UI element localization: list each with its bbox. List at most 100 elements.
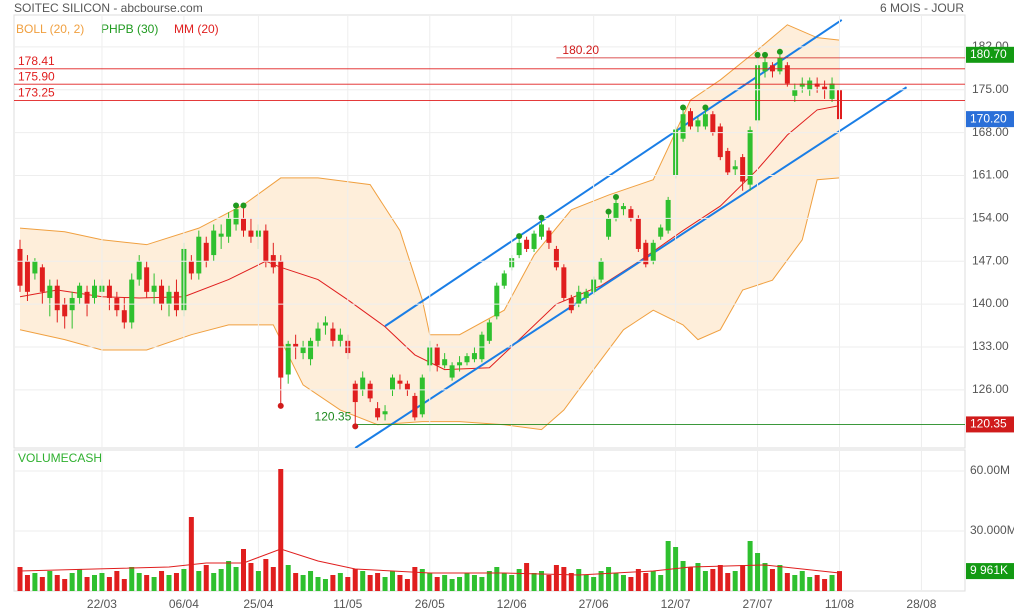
volume-bar xyxy=(32,573,38,591)
volume-bar xyxy=(382,577,388,591)
candle-body xyxy=(620,206,626,210)
candle-body xyxy=(643,242,649,265)
y-tick-label: 30.000M xyxy=(970,523,1014,537)
x-tick-label: 27/07 xyxy=(743,597,773,611)
level-label: 120.35 xyxy=(315,410,352,424)
price-tag xyxy=(966,46,1014,63)
candle-body xyxy=(471,353,477,360)
candle-body xyxy=(390,377,395,390)
candle-body xyxy=(278,261,284,378)
volume-bar xyxy=(144,575,150,591)
candle-body xyxy=(39,267,45,292)
price-tag-label: 9 961K xyxy=(970,563,1008,577)
candle-body xyxy=(635,218,641,249)
volume-bar xyxy=(226,561,232,591)
phpb-high xyxy=(776,48,783,55)
candle-body xyxy=(561,267,567,298)
volume-bar xyxy=(84,577,90,591)
chart-title: SOITEC SILICON - abcbourse.com xyxy=(14,1,203,15)
x-tick-label: 26/05 xyxy=(415,597,445,611)
candle-body xyxy=(613,203,619,219)
candle-body xyxy=(337,334,343,341)
volume-bar xyxy=(419,569,425,591)
y-tick-label: 60.00M xyxy=(970,463,1010,477)
volume-bar xyxy=(635,569,641,591)
phpb-high xyxy=(233,202,240,209)
candle-body xyxy=(486,322,492,341)
volume-bar xyxy=(47,571,53,591)
volume-bar xyxy=(777,565,783,591)
candle-body xyxy=(658,227,664,237)
level-label: 175.90 xyxy=(18,69,55,83)
volume-bar xyxy=(829,575,835,591)
volume-title: VOLUMECASH xyxy=(18,451,102,465)
y-tick-label: 168.00 xyxy=(972,125,1009,139)
volume-bar xyxy=(308,571,314,591)
volume-bar xyxy=(665,541,671,591)
volume-bar xyxy=(725,573,731,591)
volume-bar xyxy=(241,549,246,591)
level-label: 173.25 xyxy=(18,86,55,100)
candle-body xyxy=(665,199,671,231)
candle-body xyxy=(814,83,820,87)
volume-bar xyxy=(151,577,157,591)
volume-bar xyxy=(539,571,544,591)
y-tick-label: 175.00 xyxy=(972,82,1009,96)
legend-boll: BOLL (20, 2) xyxy=(16,22,84,36)
volume-bar xyxy=(136,573,142,591)
trend-line xyxy=(354,86,908,448)
volume-bar xyxy=(248,563,254,591)
volume-bar xyxy=(620,575,626,591)
candle-body xyxy=(129,279,135,323)
level-label: 178.41 xyxy=(18,54,55,68)
x-tick-label: 06/04 xyxy=(169,597,199,611)
volume-bar xyxy=(814,575,820,591)
y-tick-label: 133.00 xyxy=(972,339,1009,353)
candle-body xyxy=(442,359,448,366)
candle-body xyxy=(807,80,813,90)
candle-body xyxy=(308,340,314,360)
volume-bar xyxy=(695,563,701,591)
candle-body xyxy=(24,261,30,292)
level-label: 180.20 xyxy=(562,43,599,57)
volume-bar xyxy=(77,569,83,591)
volume-bar xyxy=(92,575,97,591)
phpb-high xyxy=(613,193,619,200)
volume-bar xyxy=(606,567,612,591)
volume-bar xyxy=(568,573,574,591)
candle-body xyxy=(449,365,455,378)
phpb-high xyxy=(754,51,761,58)
candle-body xyxy=(144,267,150,292)
candle-body xyxy=(84,291,90,305)
volume-bar xyxy=(24,575,30,591)
price-tag-label: 180.70 xyxy=(970,47,1007,61)
volume-bar xyxy=(531,573,537,591)
volume-bar xyxy=(807,577,813,591)
y-tick-label: 126.00 xyxy=(972,382,1009,396)
candle-body xyxy=(166,291,172,305)
y-tick-label: 154.00 xyxy=(972,211,1009,225)
volume-bar xyxy=(352,569,358,591)
candle-body xyxy=(524,239,530,249)
candle-body xyxy=(233,209,239,225)
phpb-high xyxy=(762,51,768,58)
candle-body xyxy=(382,411,388,415)
candle-body xyxy=(680,114,686,139)
x-tick-label: 22/03 xyxy=(87,597,117,611)
candle-body xyxy=(54,285,60,311)
volume-bar xyxy=(591,577,597,591)
volume-bar xyxy=(114,571,120,591)
volume-bar xyxy=(449,579,455,591)
candle-body xyxy=(360,377,366,390)
y-tick-label: 147.00 xyxy=(972,253,1009,267)
volume-bar xyxy=(397,575,403,591)
volume-bar xyxy=(717,565,723,591)
candle-body xyxy=(173,291,179,311)
candle-body xyxy=(419,377,425,415)
candle-body xyxy=(367,383,373,399)
x-tick-label: 25/04 xyxy=(243,597,273,611)
candle-body xyxy=(263,230,269,262)
volume-bar xyxy=(412,567,418,591)
candle-body xyxy=(293,343,299,347)
candle-body xyxy=(434,346,440,366)
